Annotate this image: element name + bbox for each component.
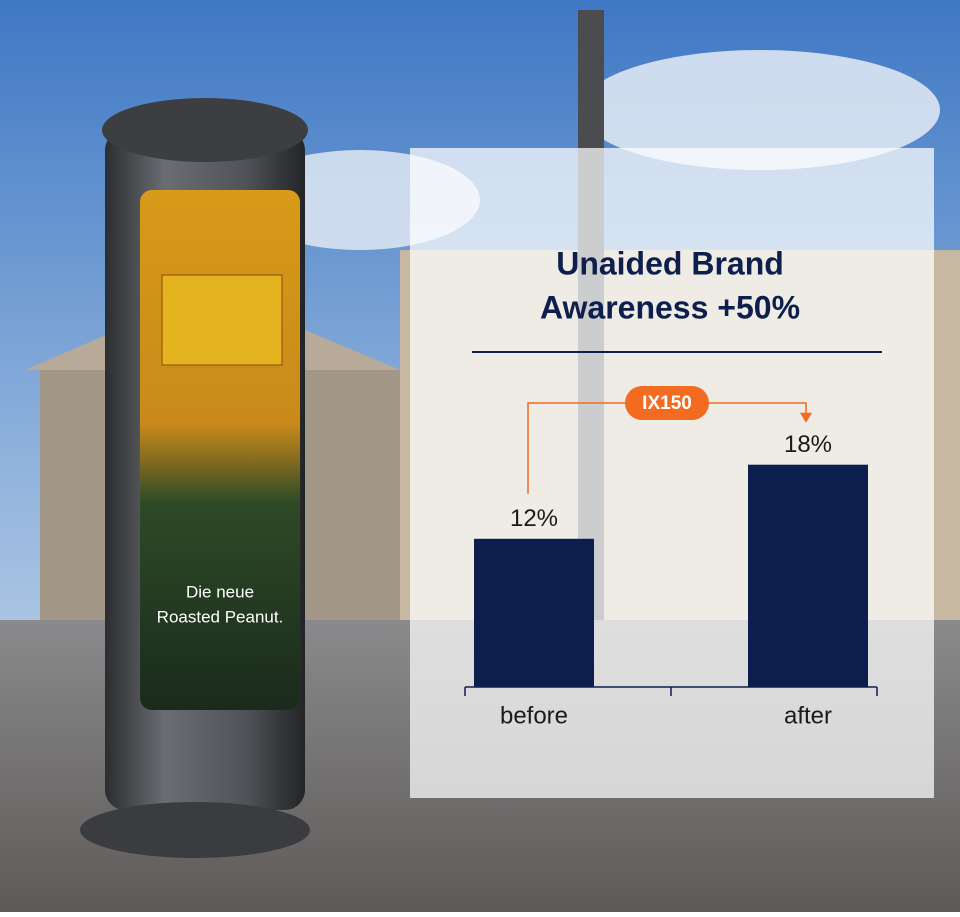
pillar-base xyxy=(80,802,310,858)
cloud xyxy=(580,50,940,170)
chart-title: Unaided Brand xyxy=(556,245,784,281)
value-label: 12% xyxy=(510,505,558,532)
value-label: 18% xyxy=(784,431,832,458)
category-label: before xyxy=(500,702,568,729)
ad-text: Die neue xyxy=(186,582,254,601)
ad-screen xyxy=(140,190,300,710)
annotation-pill xyxy=(625,386,709,420)
annotation-arrowhead xyxy=(800,412,812,423)
ad-product xyxy=(161,274,283,366)
pillar-top xyxy=(102,98,308,162)
ad-text: Roasted Peanut. xyxy=(157,607,284,626)
annotation-label: IX150 xyxy=(642,393,692,414)
bar xyxy=(474,538,594,687)
category-label: after xyxy=(784,702,832,729)
bar xyxy=(748,464,868,687)
chart-title: Awareness +50% xyxy=(540,289,800,325)
